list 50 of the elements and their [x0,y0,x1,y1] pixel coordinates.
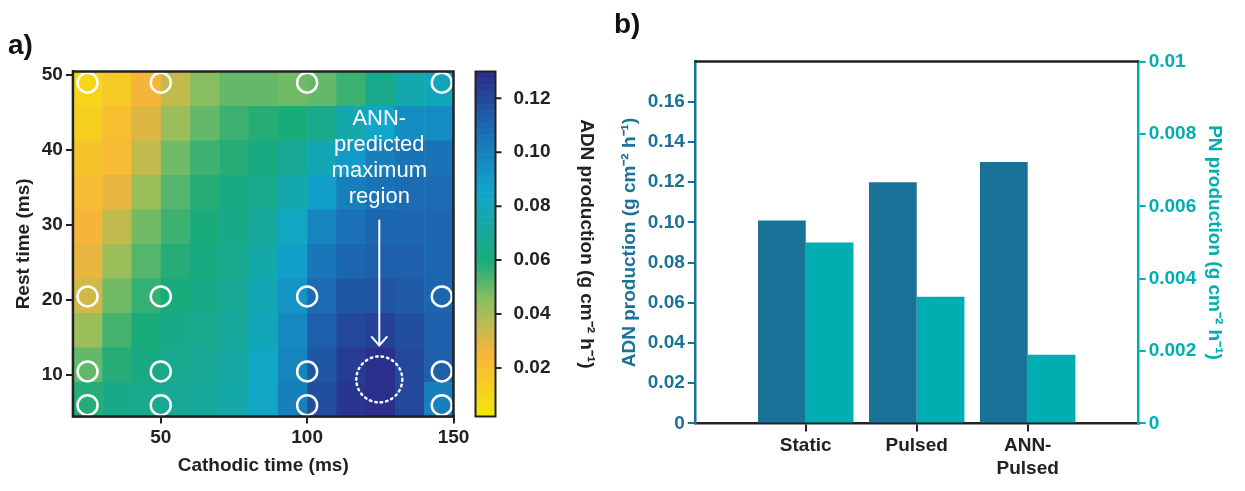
x-tick-label: 50 [150,426,172,448]
bar [979,162,1028,423]
x-tick-label: ANN-Pulsed [996,434,1059,478]
y2-tick-label: 0 [1148,411,1160,433]
bar [1027,354,1076,423]
y-tick-label: 0.08 [647,250,685,272]
y-tick-label: 0.10 [647,210,685,232]
y2-tick-label: 0.01 [1148,49,1187,71]
y2-tick-label: 0.008 [1148,122,1197,144]
y-tick-label: 10 [41,363,63,385]
color-bar-label: 0.12 [513,86,551,108]
color-bar-label: 0.10 [513,140,551,162]
y-tick-label: 0.14 [647,130,686,152]
y-tick-label: 40 [41,138,63,160]
y2-axis-title: PN production (g cm⁻² h⁻¹) [1205,125,1227,360]
y-tick-label: 0 [674,411,685,433]
point [295,360,319,383]
y-tick-label: 30 [41,213,63,235]
color-bar-label: 0.04 [513,302,551,324]
point [295,393,319,417]
y-tick-label: 20 [41,288,63,310]
point [295,71,319,94]
y-axis-title: Rest time (ms) [11,178,33,310]
color-bar-label: 0.06 [513,248,551,270]
y2-tick-label: 0.006 [1148,194,1197,216]
point [149,360,173,383]
point [149,71,173,94]
x-axis-title: Cathodic time (ms) [177,453,349,475]
y-axis-title: ADN production (g cm⁻² h⁻¹) [617,117,639,368]
y-tick-label: 50 [41,63,63,85]
y-tick-label: 0.02 [647,371,685,393]
annotation: ANN-predicted maximum region [331,104,427,208]
color-bar-label: 0.02 [513,356,551,378]
y2-tick-label: 0.004 [1148,266,1197,288]
y2-tick-label: 0.002 [1148,339,1197,361]
point [295,285,319,308]
y-tick-label: 0.04 [647,331,686,353]
color-bar-title: ADN production (g cm⁻² h⁻¹) [577,119,599,369]
chart-title: b) [614,7,641,39]
y-tick-label: 0.06 [647,291,685,313]
point [149,393,173,417]
x-tick-label: 150 [437,426,470,448]
x-tick-label: 100 [291,426,323,448]
color-bar-label: 0.08 [513,194,551,216]
y-tick-label: 0.12 [647,170,685,192]
y-tick-label: 0.16 [647,90,685,112]
chart-title: a) [8,29,33,61]
point [149,285,173,308]
x-tick-label: Pulsed [885,434,948,456]
x-tick-label: Static [779,434,833,456]
